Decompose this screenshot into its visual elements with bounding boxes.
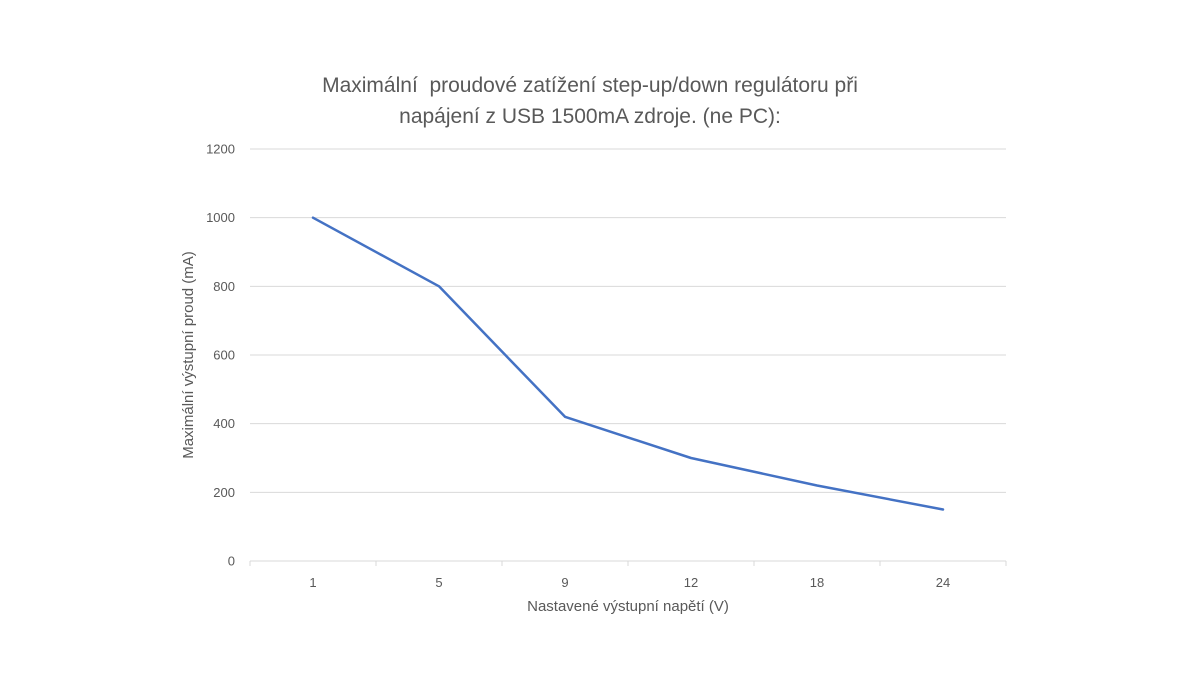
x-axis — [249, 560, 1007, 566]
x-tick-label: 24 — [936, 575, 950, 590]
chart-title-line-2: napájení z USB 1500mA zdroje. (ne PC): — [399, 105, 781, 128]
x-tick-label: 1 — [309, 575, 316, 590]
y-tick-label: 1000 — [206, 210, 235, 225]
y-axis-tick-labels: 0 200 400 600 800 1000 1200 — [206, 142, 235, 569]
y-axis-title: Maximální výstupní proud (mA) — [180, 251, 197, 459]
x-tick-label: 5 — [435, 575, 442, 590]
y-tick-label: 400 — [213, 416, 235, 431]
y-tick-label: 1200 — [206, 142, 235, 157]
y-tick-label: 200 — [213, 485, 235, 500]
x-tick-label: 9 — [561, 575, 568, 590]
x-axis-tick-labels: 1 5 9 12 18 24 — [309, 575, 950, 590]
series-lines — [311, 216, 945, 511]
x-tick-label: 18 — [810, 575, 824, 590]
y-tick-label: 800 — [213, 279, 235, 294]
y-tick-label: 0 — [228, 554, 235, 569]
chart-title-line-1: Maximální proudové zatížení step-up/down… — [322, 74, 858, 97]
x-axis-title: Nastavené výstupní napětí (V) — [527, 598, 729, 615]
chart-title: Maximální proudové zatížení step-up/down… — [190, 70, 990, 132]
gridlines — [250, 148, 1006, 493]
x-tick-label: 12 — [684, 575, 698, 590]
y-tick-label: 600 — [213, 348, 235, 363]
series-line — [311, 216, 945, 511]
